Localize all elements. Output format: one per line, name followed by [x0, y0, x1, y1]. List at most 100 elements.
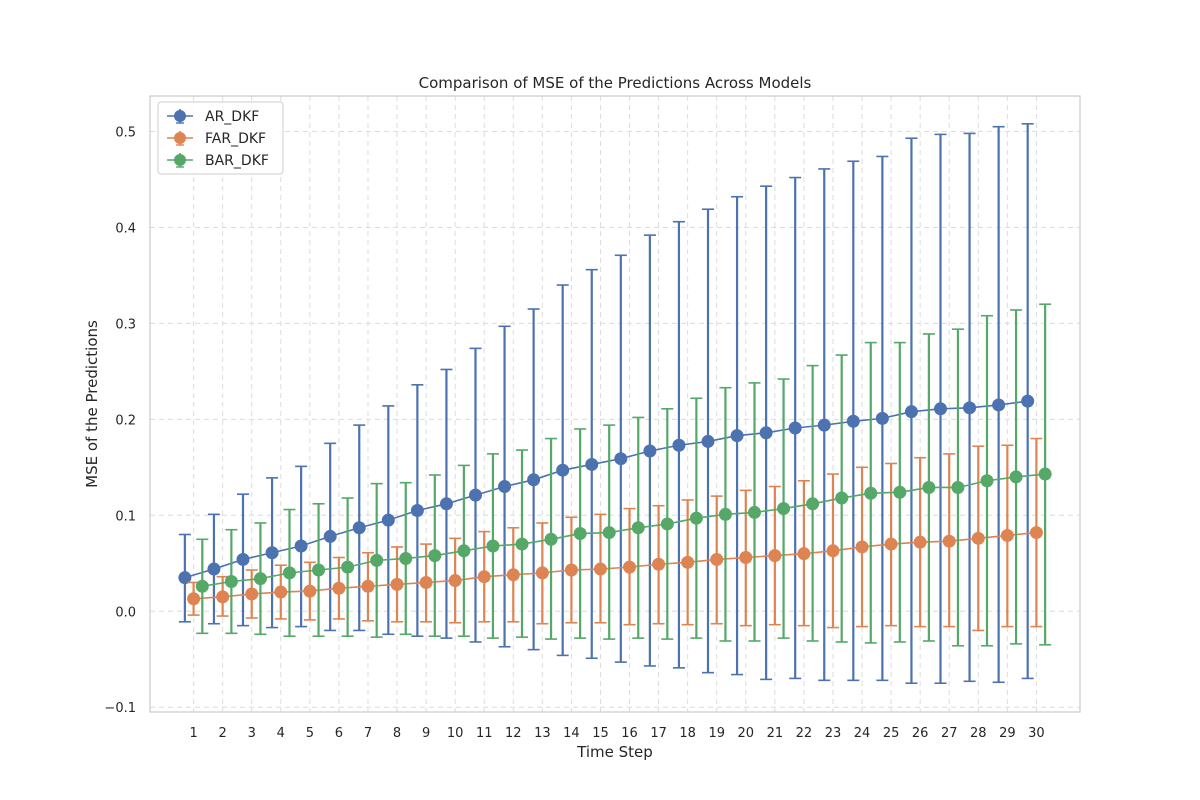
legend-label: AR_DKF [205, 109, 259, 125]
data-point [904, 405, 918, 419]
data-point [283, 566, 296, 580]
data-point [1021, 394, 1035, 408]
data-point [585, 457, 599, 471]
data-point [718, 507, 732, 521]
data-point [602, 526, 616, 540]
data-point [835, 491, 849, 505]
y-tick-label: −0.1 [104, 701, 136, 716]
legend-swatch-marker [174, 154, 186, 166]
legend-label: BAR_DKF [205, 153, 269, 169]
data-point [672, 438, 686, 452]
series-BAR_DKF [195, 303, 1052, 647]
legend-items: AR_DKF FAR_DKF BAR_DKF [167, 109, 269, 169]
data-point [341, 560, 355, 574]
chart-title: Comparison of MSE of the Predictions Acr… [419, 74, 812, 92]
x-tick-label: 20 [738, 726, 755, 741]
y-tick-label: 0.3 [115, 317, 136, 332]
data-point [963, 401, 977, 415]
data-point [419, 575, 433, 589]
data-point [992, 398, 1006, 412]
data-point [1038, 467, 1052, 481]
data-point [934, 402, 947, 416]
data-point [864, 486, 878, 500]
data-point [951, 480, 965, 494]
data-point [195, 579, 209, 593]
y-tick-label: 0.1 [115, 509, 136, 524]
data-point [643, 444, 657, 458]
legend-frame [157, 101, 284, 175]
x-tick-label: 30 [1028, 726, 1045, 741]
data-point [652, 557, 666, 571]
data-point [323, 529, 337, 543]
data-point [469, 488, 482, 502]
y-tick-label: 0.0 [115, 605, 136, 620]
x-tick-label: 18 [679, 726, 696, 741]
plot-background [150, 96, 1080, 712]
tick-layer: 1 2 3 4 5 6 7 8 9 10 11 12 13 14 15 16 17 18 19 20 21 22 23 24 2… [104, 126, 1044, 741]
data-point [681, 555, 695, 569]
data-point [739, 551, 753, 565]
data-point [399, 551, 413, 565]
data-point [922, 480, 936, 494]
data-point [660, 517, 674, 531]
x-tick-label: 23 [825, 726, 842, 741]
data-point [797, 547, 811, 561]
x-tick-label: 12 [505, 726, 522, 741]
data-point [477, 570, 491, 584]
data-point [312, 563, 326, 577]
data-point [623, 560, 637, 574]
data-point [806, 497, 820, 511]
data-point [875, 411, 889, 425]
y-tick-label: 0.5 [115, 126, 136, 141]
x-tick-label: 27 [941, 726, 958, 741]
data-point [332, 581, 346, 595]
data-point [187, 592, 201, 606]
data-point [971, 531, 985, 545]
y-axis-title: MSE of the Predictions [83, 320, 101, 488]
x-tick-label: 2 [219, 726, 227, 741]
x-tick-label: 8 [393, 726, 401, 741]
data-point [381, 513, 395, 527]
data-point [265, 546, 279, 560]
x-tick-label: 16 [621, 726, 638, 741]
data-point [448, 574, 462, 588]
legend-label: FAR_DKF [205, 131, 266, 147]
data-point [303, 584, 317, 598]
plot-frame [149, 95, 1081, 713]
series-AR_DKF [178, 123, 1035, 685]
x-tick-label: 24 [854, 726, 871, 741]
x-tick-label: 25 [883, 726, 900, 741]
x-tick-label: 1 [189, 726, 197, 741]
data-point [826, 544, 840, 558]
x-tick-label: 21 [767, 726, 784, 741]
data-point [788, 421, 802, 435]
x-tick-label: 7 [364, 726, 372, 741]
data-point [216, 590, 230, 604]
data-point [370, 553, 384, 567]
data-point [759, 426, 773, 440]
x-tick-label: 6 [335, 726, 343, 741]
legend-swatch-marker [174, 110, 186, 122]
x-tick-label: 17 [650, 726, 667, 741]
data-point [884, 537, 898, 551]
data-point [274, 585, 288, 599]
data-point [410, 504, 424, 518]
data-point [486, 539, 500, 553]
data-point [253, 572, 267, 586]
data-point [390, 577, 404, 591]
series-FAR_DKF [187, 437, 1043, 632]
data-point [178, 571, 192, 585]
data-point [777, 502, 791, 516]
data-point [817, 418, 831, 432]
y-tick-label: 0.4 [115, 221, 136, 236]
x-tick-label: 19 [708, 726, 725, 741]
x-tick-label: 9 [422, 726, 430, 741]
data-point [1009, 470, 1023, 484]
data-point [730, 429, 744, 443]
legend-item-AR_DKF: AR_DKF [167, 109, 259, 125]
legend: AR_DKF FAR_DKF BAR_DKF [157, 101, 284, 175]
x-tick-label: 3 [248, 726, 256, 741]
y-tick-label: 0.2 [115, 413, 136, 428]
x-axis-title: Time Step [576, 743, 653, 761]
